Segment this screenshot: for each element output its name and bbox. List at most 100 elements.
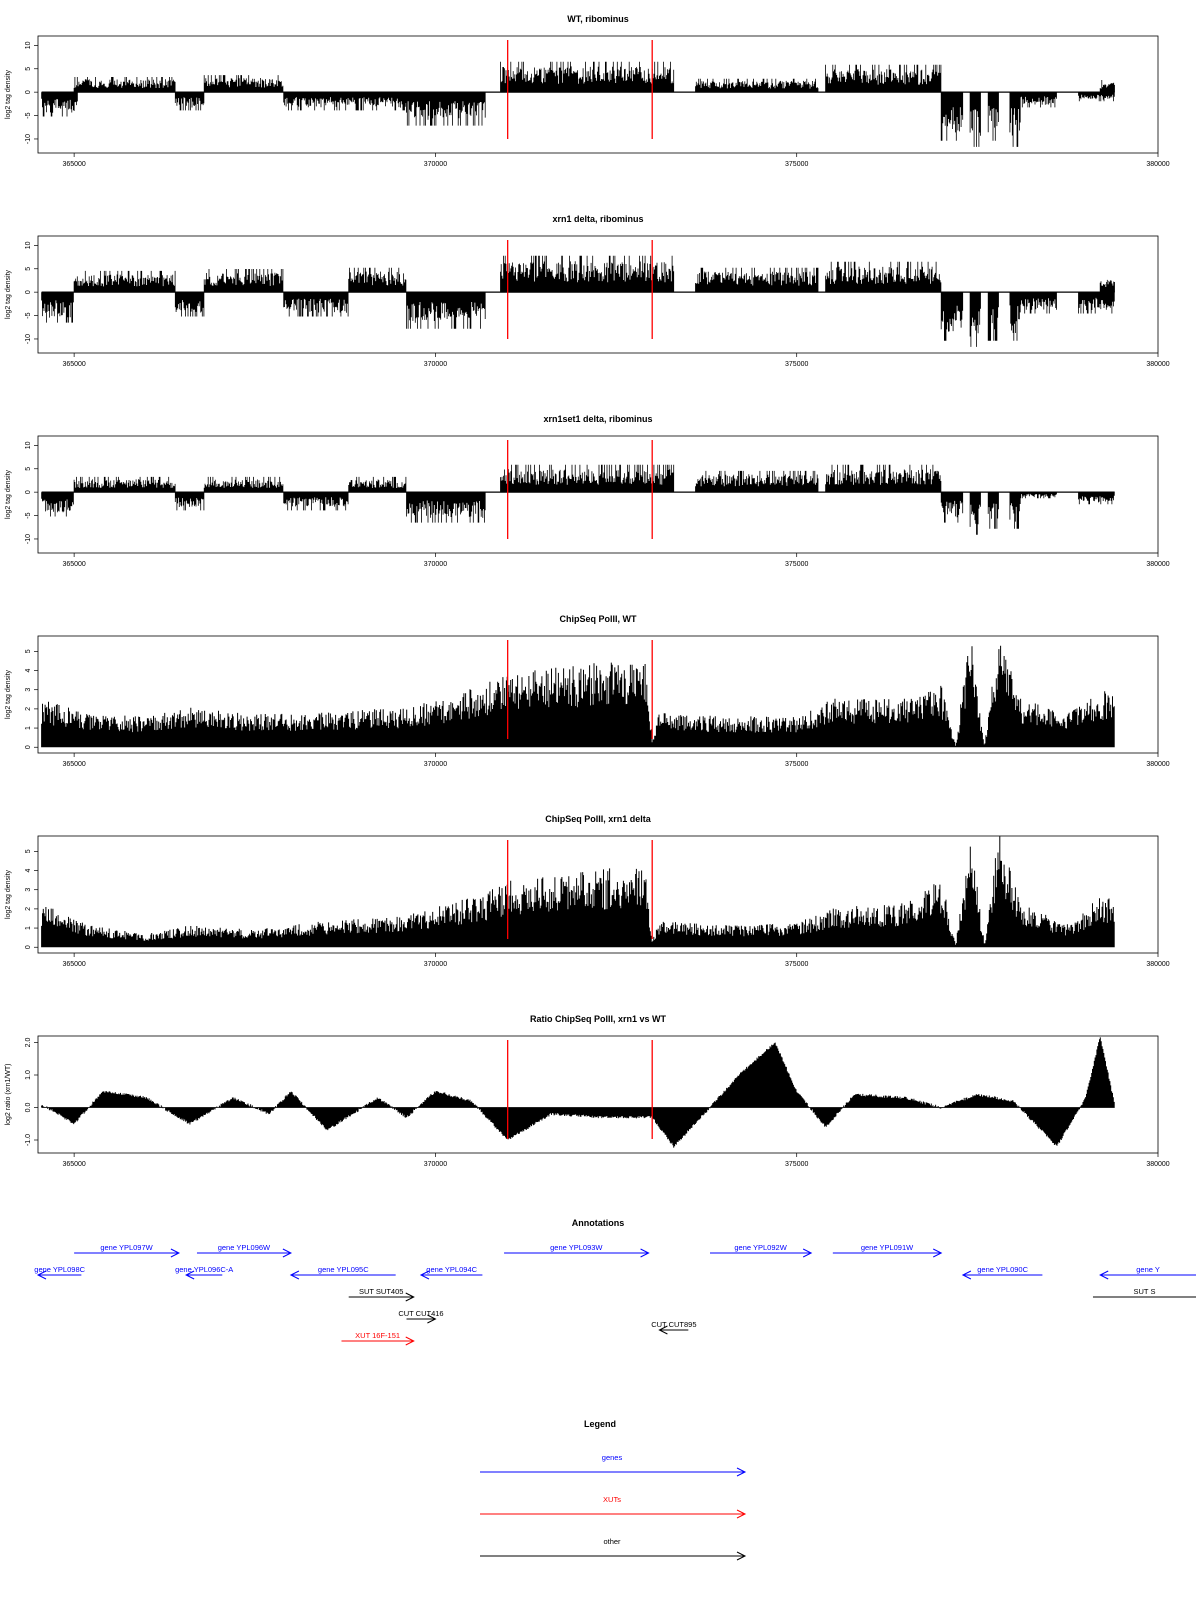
data-marks — [41, 836, 1115, 948]
y-tick-label: -5 — [25, 312, 32, 318]
panel-title: WT, ribominus — [567, 14, 629, 24]
signal-profile — [41, 645, 1115, 748]
feature-4: gene YPL096W — [196, 1243, 293, 1258]
signal-segment-11 — [969, 92, 981, 147]
signal-segment-14 — [1009, 292, 1021, 341]
signal-segment-6 — [348, 267, 407, 293]
x-axis: 365000 370000 375000 380000 — [62, 353, 1170, 368]
arrow-right-icon — [802, 1248, 813, 1258]
feature-label: gene YPL096W — [218, 1243, 271, 1252]
signal-segment-13 — [987, 292, 999, 341]
data-marks — [41, 61, 1115, 147]
feature-1: gene YPL098C — [34, 1265, 86, 1280]
y-tick-label: -5 — [25, 112, 32, 118]
x-tick-label: 375000 — [785, 1161, 808, 1168]
feature-label: SUT S — [1134, 1287, 1156, 1296]
signal-segment-17 — [1099, 279, 1115, 293]
signal-segment-8 — [695, 78, 819, 93]
y-tick-label: 2.0 — [25, 1038, 32, 1048]
signal-segment-11 — [940, 292, 964, 341]
arrow-right-icon — [933, 1248, 943, 1258]
feature-3: gene YPL096C-A — [175, 1265, 233, 1280]
feature-10: gene YPL090C — [961, 1265, 1043, 1280]
arrow-right-icon — [405, 1292, 415, 1302]
legend: Legend genes XUTs other — [480, 1419, 747, 1561]
x-tick-label: 365000 — [62, 561, 85, 568]
signal-segment-12 — [987, 92, 999, 141]
y-tick-label: 0 — [25, 490, 32, 494]
feature-label: CUT CUT416 — [398, 1309, 443, 1318]
signal-segment-4 — [203, 269, 284, 293]
signal-segment-11 — [940, 492, 964, 523]
y-axis-label: log2 tag density — [5, 469, 12, 519]
feature-label: CUT CUT895 — [651, 1320, 696, 1329]
x-tick-label: 375000 — [785, 761, 808, 768]
legend-label: XUTs — [603, 1495, 621, 1504]
signal-segment-13 — [987, 492, 999, 529]
panel-title: ChipSeq PolII, WT — [560, 614, 637, 624]
feature-8: gene YPL092W — [710, 1243, 813, 1258]
signal-segment-5 — [283, 92, 407, 111]
data-marks — [41, 464, 1115, 535]
panel-5: ChipSeq PolII, xrn1 delta log2 tag densit… — [5, 814, 1170, 968]
x-tick-label: 370000 — [424, 361, 447, 368]
signal-segment-7 — [406, 492, 486, 523]
x-tick-label: 375000 — [785, 961, 808, 968]
x-tick-label: 370000 — [424, 161, 447, 168]
arrow-right-icon — [736, 1509, 747, 1519]
annotations-track: Annotations gene YPL098C gene YPL097W gene … — [34, 1218, 1196, 1346]
feature-label: gene YPL097W — [100, 1243, 153, 1252]
arrow-right-icon — [736, 1467, 747, 1477]
x-axis: 365000 370000 375000 380000 — [62, 953, 1170, 968]
arrow-right-icon — [640, 1248, 650, 1258]
y-tick-label: 1.0 — [25, 1070, 32, 1080]
feature-2: gene YPL097W — [74, 1243, 181, 1258]
x-tick-label: 380000 — [1146, 161, 1169, 168]
signal-segment-2 — [73, 77, 176, 93]
signal-segment-9 — [695, 470, 819, 493]
arrow-left-icon — [36, 1270, 47, 1280]
feature-11: gene Y — [1099, 1265, 1196, 1280]
signal-segment-3 — [174, 292, 205, 317]
y-tick-label: 1 — [25, 926, 32, 930]
y-tick-label: 5 — [25, 67, 32, 71]
y-tick-label: 5 — [25, 849, 32, 853]
x-tick-label: 365000 — [62, 761, 85, 768]
legend-item-3: other — [480, 1537, 747, 1561]
signal-segment-8 — [500, 255, 675, 293]
y-tick-label: 0 — [25, 90, 32, 94]
signal-segment-10 — [825, 464, 942, 493]
signal-segment-3 — [174, 492, 205, 511]
y-axis-label: log2 tag density — [5, 269, 12, 319]
x-axis: 365000 370000 375000 380000 — [62, 1153, 1170, 1168]
panel-3: xrn1set1 delta, ribominus log2 tag densit… — [5, 414, 1170, 568]
feature-7: gene YPL093W — [504, 1243, 650, 1258]
feature-9: gene YPL091W — [832, 1243, 943, 1258]
plot-frame — [37, 235, 1159, 354]
y-tick-label: 0 — [25, 290, 32, 294]
feature-label: gene YPL092W — [734, 1243, 787, 1252]
signal-segment-15 — [1020, 292, 1057, 314]
x-tick-label: 375000 — [785, 161, 808, 168]
arrow-left-icon — [658, 1325, 668, 1335]
signal-segment-1 — [41, 92, 78, 117]
y-tick-label: -10 — [25, 534, 32, 544]
y-tick-label: 5 — [25, 467, 32, 471]
y-tick-label: 3 — [25, 688, 32, 692]
arrow-right-icon — [405, 1336, 415, 1346]
signal-segment-10 — [940, 92, 964, 141]
y-tick-label: 2 — [25, 907, 32, 911]
feature-label: gene YPL094C — [426, 1265, 477, 1274]
panel-4: ChipSeq PolII, WT log2 tag density 5 4 3 2 1 0 3… — [5, 614, 1170, 768]
signal-segment-9 — [695, 267, 819, 293]
feature-5: gene YPL095C — [289, 1265, 396, 1280]
x-tick-label: 380000 — [1146, 761, 1169, 768]
signal-segment-3 — [174, 92, 205, 111]
signal-profile — [41, 1037, 1115, 1148]
arrow-left-icon — [289, 1270, 300, 1280]
signal-segment-14 — [1009, 492, 1021, 529]
panel-title: xrn1 delta, ribominus — [552, 214, 643, 224]
annotations-title: Annotations — [572, 1218, 625, 1228]
arrow-right-icon — [427, 1314, 437, 1324]
x-tick-label: 365000 — [62, 161, 85, 168]
